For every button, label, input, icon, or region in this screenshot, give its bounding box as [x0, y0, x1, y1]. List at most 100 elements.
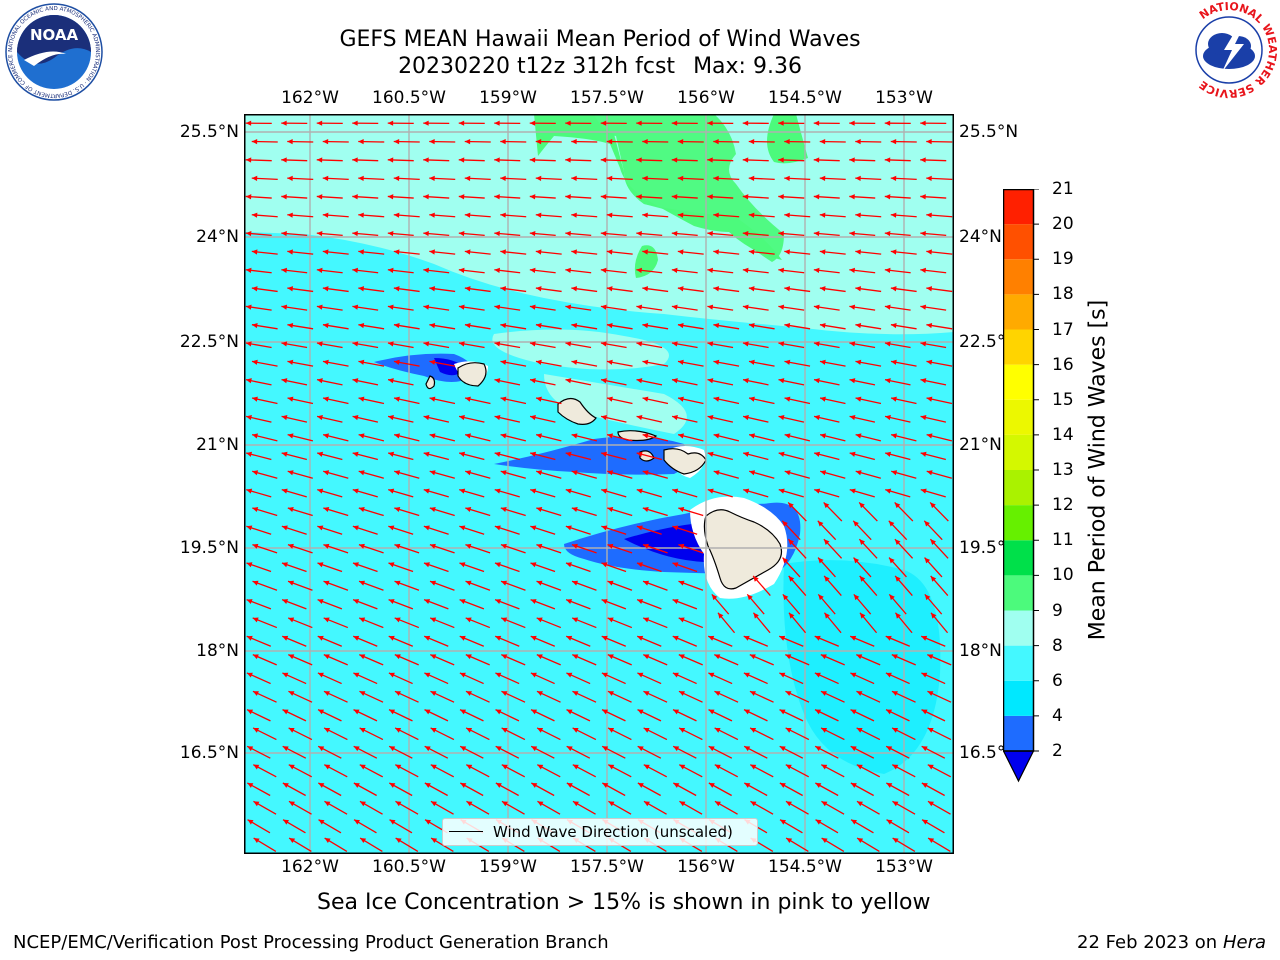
- wave-direction-arrowhead: [708, 709, 715, 715]
- wave-direction-arrowhead: [707, 120, 713, 126]
- wave-direction-arrowhead: [536, 691, 543, 696]
- wave-direction-arrowhead: [500, 433, 507, 439]
- wave-direction-arrowhead: [464, 138, 471, 145]
- wave-direction-arrowhead: [245, 157, 252, 163]
- wave-direction-arrowhead: [565, 194, 571, 200]
- wave-direction-arrowhead: [571, 138, 577, 145]
- wave-direction-arrowhead: [677, 212, 684, 218]
- wave-direction-arrowhead: [424, 782, 431, 788]
- wave-direction-arrowhead: [742, 304, 749, 310]
- wave-direction-arrowhead: [529, 194, 536, 200]
- wave-direction-arrowhead: [252, 396, 258, 402]
- wave-direction-arrowhead: [388, 414, 394, 421]
- wave-direction-arrowhead: [494, 194, 500, 200]
- wave-direction-arrowhead: [606, 286, 613, 292]
- wave-direction-arrowhead: [281, 230, 287, 237]
- wave-direction-arrowhead: [785, 727, 792, 733]
- contour-light-band: [244, 114, 954, 335]
- wave-direction-arrowhead: [393, 138, 400, 145]
- colorbar-swatch: [1003, 505, 1034, 541]
- wave-direction-arrowhead: [678, 654, 685, 660]
- wave-direction-arrowhead: [643, 691, 650, 696]
- wave-direction-arrowhead: [748, 249, 755, 255]
- wave-direction-arrowhead: [251, 359, 258, 365]
- wave-direction-arrowhead: [920, 194, 926, 200]
- wave-direction-arrowhead: [571, 175, 577, 181]
- wave-direction-arrowhead: [926, 322, 933, 329]
- wave-direction-arrowhead: [430, 617, 437, 623]
- lon-tick-label-bottom: 154.5°W: [768, 857, 842, 877]
- wave-direction-arrowhead: [501, 764, 508, 770]
- contour-green-patch: [534, 114, 782, 260]
- wave-direction-arrowhead: [281, 378, 288, 384]
- wave-direction-arrowhead: [353, 635, 360, 641]
- wave-direction-arrowhead: [823, 502, 830, 509]
- wave-direction-arrowhead: [824, 612, 830, 619]
- wave-direction-arrowhead: [778, 267, 785, 273]
- wave-direction-arrowhead: [430, 691, 437, 696]
- wave-direction-arrowhead: [637, 599, 644, 604]
- wave-direction-arrowhead: [849, 378, 856, 384]
- wave-direction-arrowhead: [246, 599, 253, 604]
- wave-direction-arrowhead: [890, 212, 897, 218]
- wave-direction-arrowhead: [317, 562, 324, 568]
- colorbar-swatch: [1003, 294, 1034, 330]
- wave-direction-arrowhead: [921, 635, 928, 641]
- wave-direction-arrowhead: [322, 286, 329, 292]
- lon-tick-label-bottom: 153°W: [875, 857, 933, 877]
- wave-direction-arrowhead: [677, 175, 684, 181]
- wave-direction-arrowhead: [742, 267, 749, 273]
- wave-direction-arrowhead: [855, 138, 861, 145]
- wave-direction-arrowhead: [252, 580, 259, 586]
- wave-direction-arrowhead: [388, 378, 394, 384]
- wave-direction-arrowhead: [920, 488, 927, 494]
- wave-direction-arrowhead: [784, 433, 791, 439]
- wave-direction-arrowhead: [815, 819, 822, 825]
- wave-direction-arrowhead: [636, 230, 642, 237]
- wave-direction-arrowhead: [784, 396, 791, 402]
- wave-direction-arrowhead: [387, 341, 394, 347]
- wave-direction-arrowhead: [784, 138, 790, 145]
- wave-direction-arrowhead: [429, 433, 436, 439]
- wave-direction-arrowhead: [324, 838, 331, 844]
- wave-direction-arrowhead: [820, 433, 826, 439]
- wave-direction-arrowhead: [251, 138, 258, 145]
- wave-direction-arrowhead: [886, 782, 893, 788]
- wave-direction-arrowhead: [459, 414, 465, 421]
- wave-direction-arrowhead: [359, 764, 366, 770]
- colorbar-tick-label: 21: [1052, 179, 1074, 199]
- wave-direction-arrowhead: [821, 801, 828, 807]
- wave-direction-arrowhead: [466, 764, 473, 770]
- wave-direction-arrowhead: [814, 414, 820, 421]
- wave-direction-arrowhead: [535, 359, 542, 365]
- wave-direction-arrowhead: [246, 635, 253, 641]
- lat-tick-label-right: 25.5°N: [959, 122, 1019, 142]
- wave-direction-arrowhead: [466, 801, 473, 807]
- wave-direction-arrowhead: [819, 249, 826, 255]
- lat-tick-label-right: 24°N: [959, 227, 1002, 247]
- max-value-label: Max: 9.36: [693, 54, 802, 79]
- wave-direction-arrowhead: [820, 396, 826, 402]
- wave-direction-arrowhead: [281, 414, 288, 421]
- wave-direction-arrowhead: [602, 746, 609, 752]
- wave-direction-arrowhead: [821, 764, 828, 770]
- wave-direction-arrowhead: [287, 507, 294, 513]
- wave-direction-arrowhead: [494, 562, 501, 568]
- colorbar-swatch: [1003, 680, 1034, 716]
- wave-direction-arrowhead: [536, 507, 543, 513]
- wave-direction-arrowhead: [713, 433, 720, 439]
- wave-direction-arrowhead: [395, 727, 402, 733]
- wave-direction-arrowhead: [246, 672, 253, 678]
- wave-direction-arrowhead: [819, 322, 826, 329]
- wave-direction-arrowhead: [748, 322, 755, 329]
- wave-direction-arrowhead: [572, 580, 579, 586]
- wave-direction-arrowhead: [820, 691, 827, 696]
- wind-wave-arrows: [245, 120, 953, 853]
- colorbar-tick-label: 6: [1052, 670, 1063, 691]
- wave-direction-arrowhead: [678, 580, 685, 586]
- wave-direction-arrowhead: [358, 359, 365, 365]
- wave-direction-arrowhead: [394, 654, 401, 660]
- wave-direction-arrowhead: [423, 562, 430, 568]
- wave-direction-arrowhead: [430, 654, 437, 660]
- wave-direction-arrowhead: [359, 654, 366, 660]
